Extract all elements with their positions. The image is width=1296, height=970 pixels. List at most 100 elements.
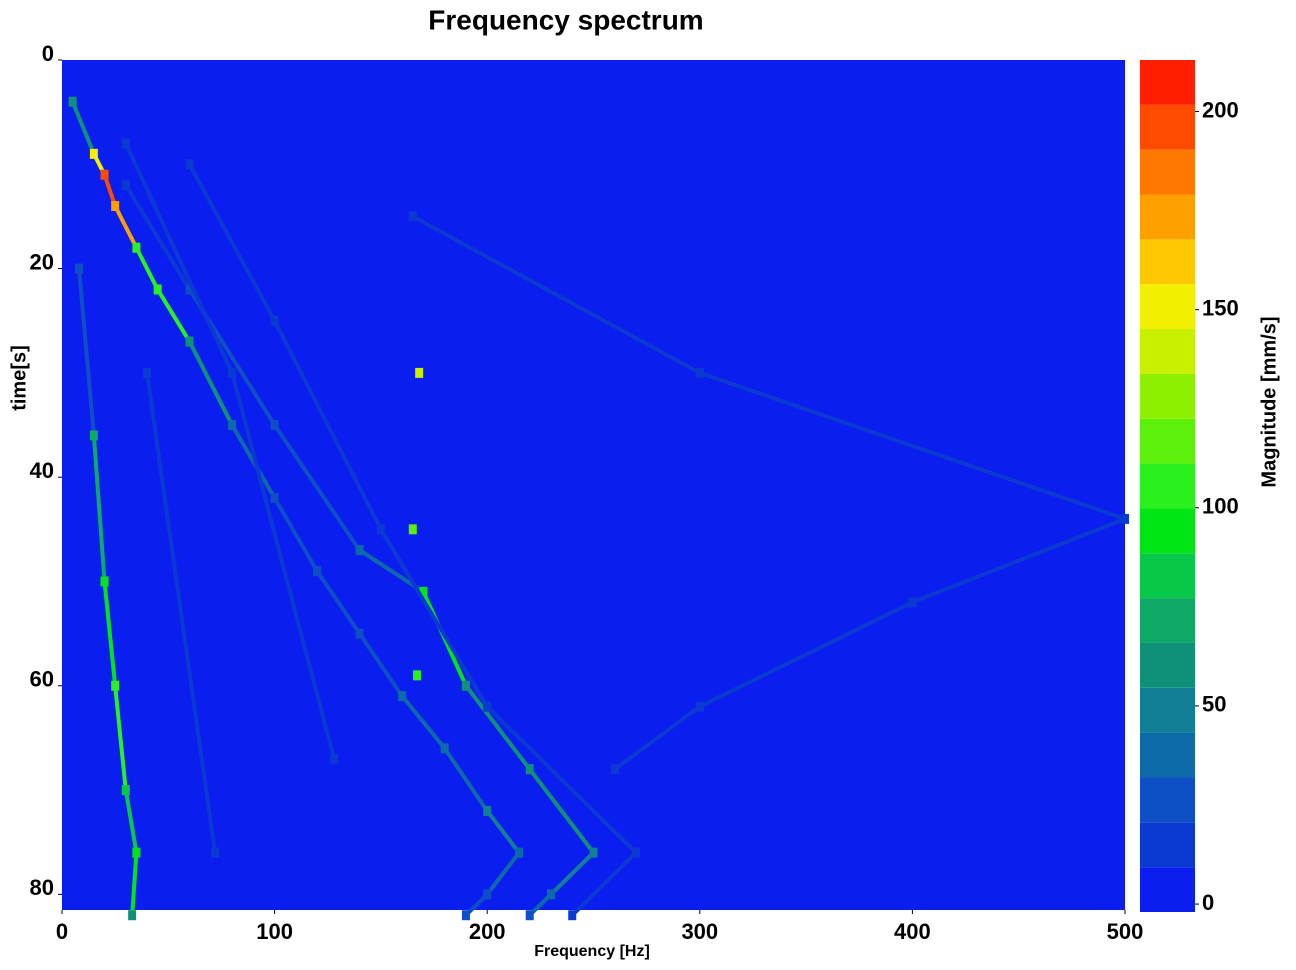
colorbar-band xyxy=(1140,418,1195,464)
cell xyxy=(632,847,641,858)
ridge-segment xyxy=(112,683,128,793)
ridge-segment xyxy=(569,849,639,919)
cell xyxy=(1121,513,1129,524)
cell xyxy=(89,148,98,159)
cell xyxy=(68,96,77,107)
cell xyxy=(483,805,492,816)
cell xyxy=(415,367,424,378)
colorbar-tick-label: 0 xyxy=(1202,890,1214,915)
cell xyxy=(100,576,109,587)
cell xyxy=(695,367,704,378)
cell xyxy=(111,680,120,691)
ridge-segment xyxy=(229,370,337,762)
colorbar-label: Magnitude [mm/s] xyxy=(1258,316,1280,487)
y-tick-label: 20 xyxy=(30,249,54,274)
colorbar-band xyxy=(1140,194,1195,240)
x-tick-label: 400 xyxy=(894,919,931,944)
cell xyxy=(270,493,279,504)
ridge-segment xyxy=(484,808,522,856)
ridge-segment xyxy=(123,182,193,293)
cell xyxy=(525,910,534,921)
ridge-segment xyxy=(484,849,522,898)
cell xyxy=(121,785,130,796)
colorbar-band xyxy=(1140,777,1195,823)
cell xyxy=(483,889,492,900)
cell xyxy=(461,680,470,691)
cell xyxy=(525,764,534,775)
ridge-segment xyxy=(314,568,363,637)
x-tick-label: 300 xyxy=(681,919,718,944)
ridge-segment xyxy=(102,579,118,688)
x-tick-label: 500 xyxy=(1107,919,1144,944)
ridge-segment xyxy=(186,338,235,428)
ridge-segment xyxy=(130,850,139,918)
cell xyxy=(132,242,141,253)
colorbar-band xyxy=(1140,732,1195,778)
y-tick-label: 40 xyxy=(30,458,54,483)
cell xyxy=(75,263,84,274)
colorbar-band xyxy=(1140,687,1195,733)
colorbar-band xyxy=(1140,463,1195,509)
cell xyxy=(121,138,130,149)
colorbar-band xyxy=(1140,329,1195,374)
cell xyxy=(376,524,385,535)
x-tick-label: 200 xyxy=(469,919,506,944)
ridge-segment xyxy=(909,516,1128,605)
colorbar-band xyxy=(1140,239,1195,285)
x-tick-label: 0 xyxy=(56,919,68,944)
ridge-segment xyxy=(70,99,97,157)
cell xyxy=(121,180,130,191)
cell xyxy=(589,847,598,858)
colorbar-band xyxy=(1140,508,1195,554)
cell xyxy=(408,211,417,222)
cell xyxy=(228,420,237,431)
ridge-segment xyxy=(399,693,448,752)
cell xyxy=(211,847,220,858)
cell xyxy=(153,284,162,295)
ridge-segment xyxy=(484,703,639,856)
cell xyxy=(483,701,492,712)
colorbar-band xyxy=(1140,104,1195,150)
cell xyxy=(111,201,120,212)
cell xyxy=(313,566,322,577)
ridge-segment xyxy=(271,495,320,574)
cell xyxy=(185,284,194,295)
ridge-segment xyxy=(697,370,1128,522)
cell xyxy=(185,336,194,347)
ridge-segment xyxy=(463,682,533,773)
chart-title: Frequency spectrum xyxy=(428,4,703,35)
ridge-segment xyxy=(378,526,490,710)
ridge-segment xyxy=(186,161,278,324)
cell xyxy=(100,169,109,180)
cell xyxy=(270,420,279,431)
cell xyxy=(228,367,237,378)
ridge-segment xyxy=(697,599,916,710)
ridge-segment xyxy=(410,213,703,376)
ridge-segment xyxy=(133,245,161,293)
ridge-segment xyxy=(123,787,139,855)
ridge-segment xyxy=(229,422,278,501)
ridge-segment xyxy=(154,286,193,345)
colorbar-band xyxy=(1140,553,1195,599)
ridge-segment xyxy=(356,630,405,699)
y-axis-label: time[s] xyxy=(8,345,30,411)
colorbar-band xyxy=(1140,149,1195,195)
ridge-segment xyxy=(441,745,490,814)
plot-background xyxy=(62,60,1125,910)
colorbar-band xyxy=(1140,822,1195,868)
cell xyxy=(568,910,577,921)
cell xyxy=(546,889,555,900)
colorbar-band xyxy=(1140,60,1195,105)
cell xyxy=(355,545,364,556)
colorbar-band xyxy=(1140,642,1195,688)
cell xyxy=(515,847,524,858)
cell xyxy=(330,753,339,764)
ridge-segment xyxy=(76,266,97,438)
cell xyxy=(610,764,619,775)
colorbar-tick-label: 50 xyxy=(1202,692,1226,717)
cell xyxy=(270,315,279,326)
ridge-segment xyxy=(611,703,703,772)
y-tick-label: 0 xyxy=(42,41,54,66)
cell xyxy=(419,586,428,597)
